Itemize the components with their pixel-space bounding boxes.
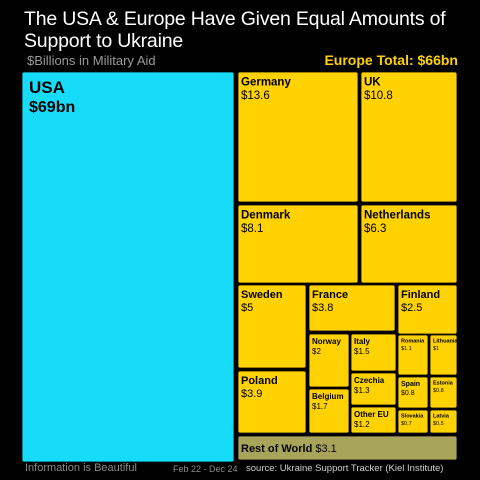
tile-label-slovakia: Slovakia (401, 414, 424, 420)
tile-value-rest-of-world: $3.1 (315, 443, 336, 455)
tile-value-netherlands: $6.3 (364, 223, 386, 235)
tile-label-rest-of-world: Rest of World $3.1 (241, 443, 337, 455)
tile-value-sweden: $5 (241, 302, 253, 314)
tile-label-other-eu: Other EU (354, 410, 389, 419)
tile-value-latvia: $0.5 (433, 421, 444, 427)
tile-label-belgium: Belgium (312, 392, 344, 401)
tile-value-italy: $1.5 (354, 347, 370, 356)
tile-value-estonia: $0.8 (433, 388, 444, 394)
tile-label-czechia: Czechia (354, 376, 385, 385)
footer-source: source: Ukraine Support Tracker (Kiel In… (246, 463, 444, 474)
tile-denmark (237, 204, 359, 284)
tile-label-spain: Spain (401, 381, 420, 388)
tile-czechia (350, 372, 397, 406)
tile-norway (308, 333, 350, 388)
tile-label-sweden: Sweden (241, 289, 283, 301)
tile-value-slovakia: $0.7 (401, 421, 412, 427)
tile-label-france: France (312, 289, 348, 301)
tile-label-lithuania: Lithuania (433, 339, 458, 345)
tile-value-czechia: $1.3 (354, 386, 370, 395)
tile-rest-of-world (237, 435, 458, 461)
tile-value-romania: $1.1 (401, 346, 412, 352)
tile-usa (21, 71, 235, 463)
tile-value-germany: $13.6 (241, 90, 270, 102)
tile-label-finland: Finland (401, 289, 440, 301)
tile-value-spain: $0.8 (401, 390, 415, 397)
tile-label-usa: USA (29, 78, 65, 97)
tile-estonia (429, 376, 458, 409)
tile-lithuania (429, 334, 458, 376)
tile-value-poland: $3.9 (241, 388, 262, 400)
tile-value-uk: $10.8 (364, 90, 393, 102)
tile-label-italy: Italy (354, 337, 371, 346)
tile-label-denmark: Denmark (241, 210, 291, 222)
tile-label-romania: Romania (401, 339, 425, 345)
chart-title: The USA & Europe Have Given Equal Amount… (24, 8, 446, 52)
tile-france (308, 284, 396, 332)
tile-romania (397, 334, 429, 376)
tile-italy (350, 333, 397, 372)
tile-label-germany: Germany (241, 77, 291, 89)
tile-slovakia (397, 409, 429, 434)
tile-value-belgium: $1.7 (312, 402, 328, 411)
tile-label-uk: UK (364, 77, 381, 89)
tile-netherlands (360, 204, 458, 284)
tile-germany (237, 71, 359, 203)
europe-total-label: Europe Total: $66bn (324, 52, 458, 68)
tile-spain (397, 376, 429, 409)
tile-latvia (429, 409, 458, 434)
tile-value-usa: $69bn (29, 99, 75, 116)
tile-label-netherlands: Netherlands (364, 210, 430, 222)
tile-value-finland: $2.5 (401, 302, 422, 314)
tile-label-poland: Poland (241, 375, 278, 387)
tile-sweden (237, 284, 307, 369)
tile-value-denmark: $8.1 (241, 223, 263, 235)
tile-value-france: $3.8 (312, 302, 333, 314)
tile-label-latvia: Latvia (433, 414, 450, 420)
tile-value-other-eu: $1.2 (354, 420, 370, 429)
footer-brand: Information is Beautiful (25, 462, 137, 474)
tile-finland (397, 284, 458, 335)
tile-label-norway: Norway (312, 337, 341, 346)
tile-uk (360, 71, 458, 203)
chart-subtitle: $Billions in Military Aid (27, 53, 156, 68)
tile-label-estonia: Estonia (433, 381, 454, 387)
tile-value-lithuania: $1 (433, 346, 439, 352)
tile-poland (237, 370, 307, 434)
tile-value-norway: $2 (312, 347, 321, 356)
footer-period: Feb 22 - Dec 24 (173, 464, 238, 474)
tile-other-eu (350, 406, 397, 434)
tile-belgium (308, 388, 350, 434)
